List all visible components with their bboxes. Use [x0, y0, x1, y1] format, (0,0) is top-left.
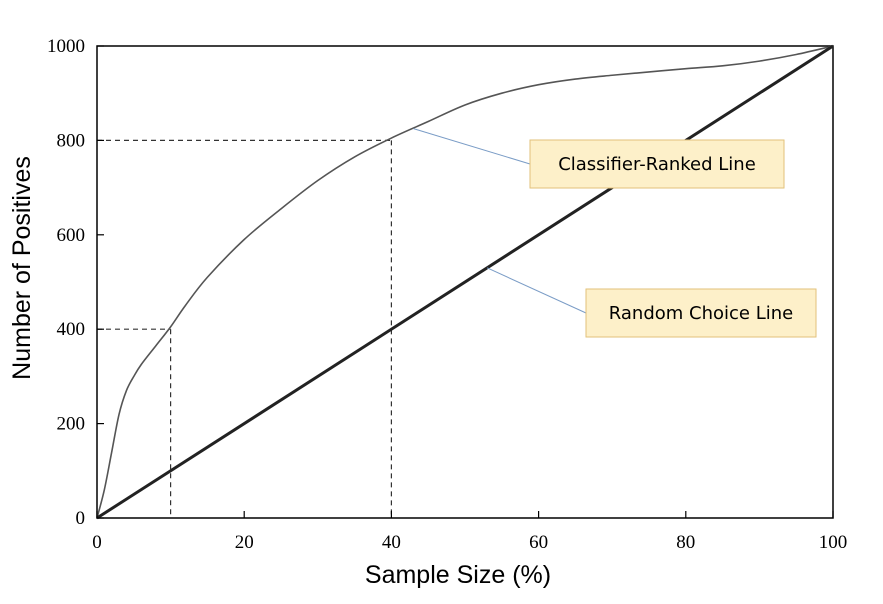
x-tick-label: 80: [676, 532, 695, 553]
annotations: Classifier-Ranked Line Random Choice Line: [413, 128, 817, 338]
callout-leader-line: [413, 128, 531, 165]
callout-box: [585, 288, 817, 338]
x-tick-label: 100: [819, 532, 848, 553]
y-tick-label: 600: [57, 225, 86, 246]
y-tick-label: 0: [76, 508, 86, 529]
callout-box: [529, 139, 785, 189]
x-tick-label: 0: [92, 532, 102, 553]
y-tick-label: 800: [57, 130, 86, 151]
y-tick-label: 1000: [47, 36, 85, 57]
reference-lines: [97, 139, 392, 518]
x-tick-label: 40: [382, 532, 401, 553]
random-choice-line: [96, 44, 834, 520]
classifier-ranked-line: [96, 45, 834, 519]
series-layer: [96, 44, 834, 520]
plot-frame: [96, 45, 834, 519]
x-tick-label: 20: [235, 532, 254, 553]
x-axis-label: Sample Size (%): [365, 561, 551, 589]
y-tick-label: 400: [57, 319, 86, 340]
y-axis: 0 200 400 600 800 1000: [47, 36, 104, 529]
x-tick-label: 60: [529, 532, 548, 553]
callout-label: Random Choice Line: [609, 303, 793, 324]
y-tick-label: 200: [57, 414, 86, 435]
x-axis: 0 20 40 60 80 100: [92, 511, 847, 553]
callout-leader-line: [486, 267, 587, 314]
callout-label: Classifier-Ranked Line: [558, 154, 756, 175]
y-axis-label: Number of Positives: [8, 156, 36, 380]
